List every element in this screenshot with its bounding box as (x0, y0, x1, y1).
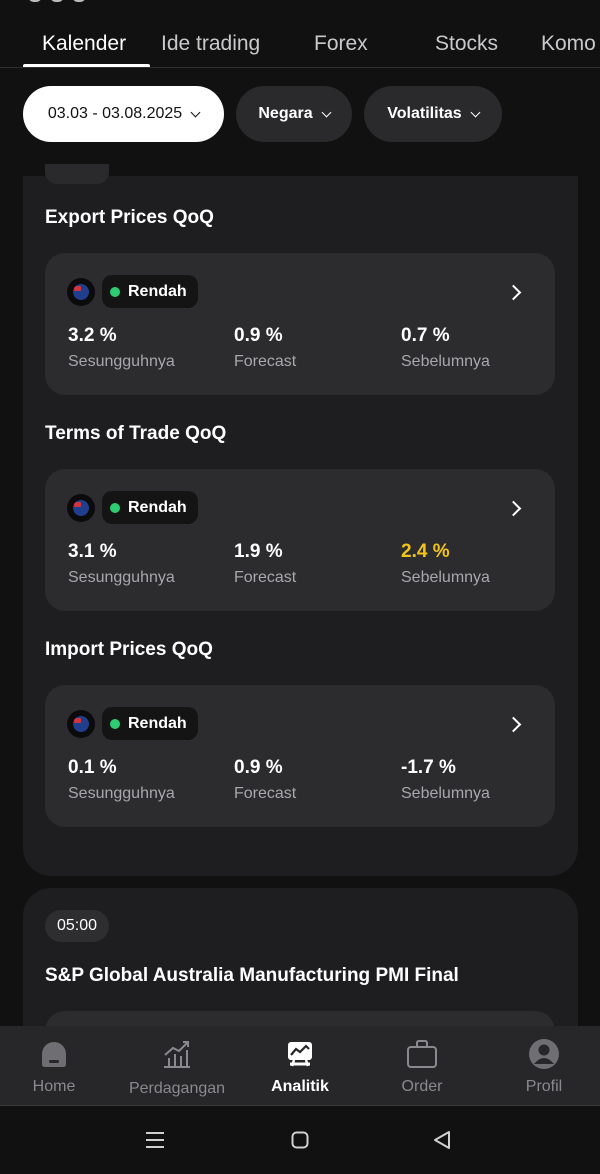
previous-value: 0.7 % (401, 325, 450, 346)
status-dot-icon (110, 718, 120, 729)
previous-column: 0.7 % Sebelumnya (401, 325, 490, 371)
date-range-label: 03.03 - 03.08.2025 (47, 105, 183, 122)
chevron-right-icon (505, 500, 522, 517)
actual-label: Sesungguhnya (68, 569, 175, 586)
chevron-right-icon (505, 284, 522, 301)
status-bar-fragment (28, 0, 138, 4)
event-title: Terms of Trade QoQ (45, 423, 227, 444)
forecast-value: 1.9 % (234, 541, 283, 562)
actual-label: Sesungguhnya (68, 785, 175, 802)
tab-komoditas[interactable]: Komo (541, 32, 596, 55)
previous-column: 2.4 % Sebelumnya (401, 541, 490, 587)
previous-label: Sebelumnya (401, 353, 490, 370)
back-button-icon[interactable] (428, 1126, 456, 1154)
new-zealand-flag-icon (67, 494, 95, 522)
forecast-value: 0.9 % (234, 325, 283, 346)
actual-column: 3.2 % Sesungguhnya (68, 325, 175, 371)
home-icon (40, 1036, 68, 1072)
volatility-filter-label: Volatilitas (387, 105, 462, 122)
nav-perdagangan[interactable]: Perdagangan (125, 1026, 229, 1106)
actual-value: 3.1 % (68, 541, 117, 562)
volatility-label: Rendah (128, 498, 187, 516)
trading-chart-icon (161, 1036, 193, 1072)
volatility-label: Rendah (128, 282, 187, 300)
profile-icon (528, 1036, 560, 1072)
active-tab-indicator (23, 64, 150, 67)
date-range-filter[interactable]: 03.03 - 03.08.2025 (23, 86, 224, 142)
category-tabs: Kalender Ide trading Forex Stocks Komo (0, 0, 600, 68)
forecast-label: Forecast (234, 785, 297, 802)
previous-column: -1.7 % Sebelumnya (401, 757, 490, 803)
tab-kalender[interactable]: Kalender (42, 32, 127, 55)
forecast-label: Forecast (234, 353, 297, 370)
nav-label: Order (401, 1078, 443, 1095)
tab-forex[interactable]: Forex (314, 32, 368, 55)
analytics-icon (285, 1036, 315, 1072)
status-dot-icon (110, 502, 120, 513)
status-dot-icon (110, 286, 120, 297)
nav-label: Home (32, 1078, 76, 1095)
time-chip (45, 164, 109, 184)
nav-analitik[interactable]: Analitik (268, 1026, 332, 1106)
forecast-column: 0.9 % Forecast (234, 757, 296, 803)
volatility-filter[interactable]: Volatilitas (364, 86, 502, 142)
previous-label: Sebelumnya (401, 785, 490, 802)
previous-value: -1.7 % (401, 757, 456, 778)
actual-column: 0.1 % Sesungguhnya (68, 757, 175, 803)
previous-value: 2.4 % (401, 541, 450, 562)
bottom-navigation: Home Perdagangan Analitik Order Profil (0, 1026, 600, 1106)
event-title: Import Prices QoQ (45, 639, 213, 660)
event-card[interactable]: Rendah 0.1 % Sesungguhnya 0.9 % Forecast -… (45, 685, 555, 827)
forecast-column: 1.9 % Forecast (234, 541, 296, 587)
forecast-value: 0.9 % (234, 757, 283, 778)
new-zealand-flag-icon (67, 278, 95, 306)
actual-value: 3.2 % (68, 325, 117, 346)
briefcase-icon (406, 1036, 438, 1072)
volatility-badge: Rendah (102, 491, 198, 524)
actual-value: 0.1 % (68, 757, 117, 778)
tab-ide-trading[interactable]: Ide trading (161, 32, 261, 55)
time-chip: 05:00 (45, 910, 109, 942)
home-button-icon[interactable] (286, 1126, 314, 1154)
recent-apps-icon[interactable] (141, 1126, 169, 1154)
volatility-badge: Rendah (102, 707, 198, 740)
chevron-down-icon (470, 107, 481, 117)
event-title: S&P Global Australia Manufacturing PMI F… (45, 965, 459, 986)
chevron-down-icon (190, 107, 201, 117)
chevron-down-icon (321, 107, 332, 117)
new-zealand-flag-icon (67, 710, 95, 738)
country-filter[interactable]: Negara (236, 86, 352, 142)
nav-label: Profil (525, 1078, 563, 1095)
nav-order[interactable]: Order (395, 1026, 449, 1106)
volatility-badge: Rendah (102, 275, 198, 308)
event-card[interactable]: Rendah 3.1 % Sesungguhnya 1.9 % Forecast 2… (45, 469, 555, 611)
nav-home[interactable]: Home (24, 1026, 84, 1106)
country-filter-label: Negara (258, 105, 313, 122)
tab-stocks[interactable]: Stocks (435, 32, 499, 55)
volatility-label: Rendah (128, 714, 187, 732)
previous-label: Sebelumnya (401, 569, 490, 586)
event-card[interactable]: Rendah 3.2 % Sesungguhnya 0.9 % Forecast 0… (45, 253, 555, 395)
forecast-column: 0.9 % Forecast (234, 325, 296, 371)
nav-label: Perdagangan (128, 1080, 226, 1097)
actual-column: 3.1 % Sesungguhnya (68, 541, 175, 587)
nav-profil[interactable]: Profil (516, 1026, 572, 1106)
nav-label: Analitik (271, 1078, 329, 1095)
event-title: Export Prices QoQ (45, 207, 214, 228)
actual-label: Sesungguhnya (68, 353, 175, 370)
forecast-label: Forecast (234, 569, 297, 586)
system-navigation-bar (0, 1106, 600, 1174)
chevron-right-icon (505, 716, 522, 733)
